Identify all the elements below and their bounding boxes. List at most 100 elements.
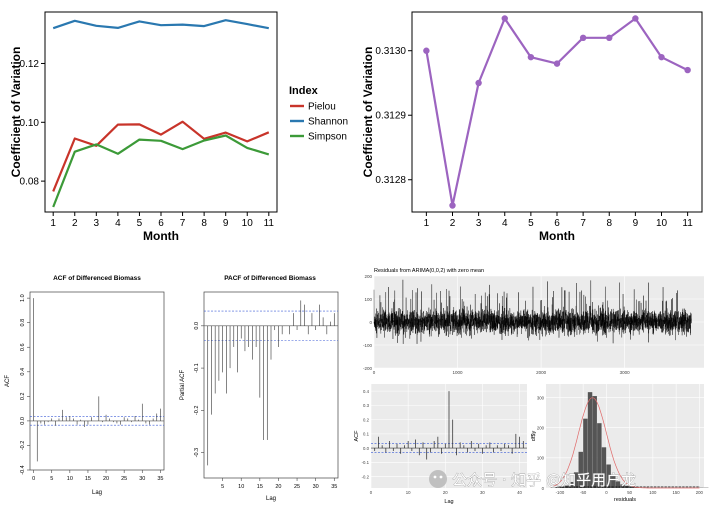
y-tick-label: 1.0: [20, 294, 26, 302]
y-tick-label: -0.4: [20, 465, 26, 474]
y-axis: 0.3128 0.3129 0.3130: [375, 46, 412, 186]
x-tick-label: 11: [682, 218, 693, 229]
x-axis: 1 2 3 4 5 6 7 8 9 10 11: [424, 212, 693, 229]
x-tick-label: 20: [443, 490, 448, 495]
y-axis-title: Partial ACF: [180, 369, 186, 400]
y-axis: 0.08 0.10 0.12: [20, 59, 45, 188]
y-tick-label: 0.12: [20, 59, 40, 70]
x-tick-label: 150: [673, 490, 681, 495]
x-tick-label: 6: [158, 218, 164, 229]
y-axis-title: Coefficient of Variation: [361, 47, 375, 178]
x-tick-label: 3: [476, 218, 482, 229]
x-tick-label: 5: [528, 218, 534, 229]
chart-title: PACF of Differenced Biomass: [224, 275, 316, 282]
y-axis: -200 -100 0 100 200: [363, 274, 373, 371]
y-tick-label: 0.0: [20, 417, 26, 425]
y-tick-label: -0.2: [194, 406, 200, 415]
x-tick-label: 40: [517, 490, 522, 495]
plot-panel-border: [44, 11, 278, 213]
histogram-bar: [611, 475, 616, 488]
x-tick-label: 4: [115, 218, 121, 229]
x-tick-label: 0: [32, 476, 35, 482]
x-axis: 0 10 20 30 40: [370, 490, 523, 495]
x-tick-label: 2: [72, 218, 78, 229]
y-tick-label: 0.3130: [375, 46, 406, 57]
y-tick-label: -0.1: [194, 363, 200, 372]
y-tick-label: 0.3128: [375, 175, 406, 186]
histogram-bar: [601, 447, 607, 488]
histogram-bar: [578, 451, 583, 488]
x-tick-label: 2: [450, 218, 456, 229]
acf-bars: [30, 298, 164, 462]
x-tick-label: 8: [201, 218, 207, 229]
legend-title: Index: [289, 85, 319, 97]
x-axis-title: residuals: [614, 497, 636, 503]
y-tick-label: -0.3: [194, 448, 200, 457]
y-tick-label: 0.3: [363, 403, 370, 408]
x-tick-label: 25: [121, 476, 127, 482]
x-axis: -100 -50 0 50 100 150 200: [556, 490, 704, 495]
x-axis-title: Lag: [92, 490, 102, 496]
x-tick-label: 8: [606, 218, 612, 229]
x-tick-label: 9: [633, 218, 639, 229]
x-tick-label: 11: [264, 218, 275, 229]
series-line: [425, 17, 689, 207]
histogram-bar: [615, 481, 621, 488]
data-point: [684, 66, 691, 74]
x-tick-label: 35: [331, 484, 337, 490]
y-tick-label: 0.3129: [375, 111, 406, 122]
y-tick-label: 0.0: [194, 322, 200, 330]
data-point: [475, 79, 482, 87]
x-tick-label: 1000: [453, 370, 464, 375]
histogram-bar: [569, 481, 574, 488]
y-axis-title: ACF: [5, 375, 11, 387]
y-tick-label: 100: [364, 297, 372, 302]
y-tick-label: 0.2: [363, 417, 370, 422]
x-tick-label: -100: [556, 490, 565, 495]
y-tick-label: 0: [542, 486, 545, 491]
acf-bars: [371, 391, 527, 460]
x-tick-label: 5: [137, 218, 143, 229]
y-tick-label: -200: [363, 366, 373, 371]
x-tick-label: 2000: [536, 370, 547, 375]
x-tick-label: 0: [605, 490, 608, 495]
residual-line: [373, 279, 692, 344]
x-axis-title: Month: [143, 229, 179, 243]
data-point: [527, 53, 535, 61]
density-curve: [550, 397, 700, 489]
series-line-shannon: [52, 19, 270, 30]
histogram-bar: [592, 396, 597, 488]
y-tick-label: 0.8: [20, 319, 26, 327]
x-tick-label: 0: [370, 490, 373, 495]
watermark: 公众号 · 知乎 @知乎用户龙: [429, 470, 636, 489]
histogram-bar: [555, 487, 560, 488]
x-axis: 5 10 15 20 25 30 35: [221, 478, 337, 490]
x-tick-label: -50: [580, 490, 587, 495]
histogram-bar: [606, 464, 611, 488]
histogram-bar: [573, 472, 579, 488]
y-tick-label: 300: [537, 395, 545, 400]
histogram-bars: [550, 392, 709, 488]
x-tick-label: 10: [656, 218, 668, 229]
plot-panel-border: [411, 11, 703, 213]
chart-residual-histogram: 0 100 200 300 -100 -50 0 50 100 150 200 residuals…: [531, 384, 709, 503]
x-axis: 0 5 10 15 20 25 30 35: [32, 470, 163, 482]
x-tick-label: 35: [157, 476, 163, 482]
x-tick-label: 10: [406, 490, 411, 495]
plot-panel-border: [29, 291, 165, 471]
y-axis-title: ACF: [354, 430, 360, 442]
x-tick-label: 50: [627, 490, 632, 495]
wechat-logo-eye-icon: [439, 475, 443, 479]
x-tick-label: 30: [313, 484, 319, 490]
x-tick-label: 30: [139, 476, 145, 482]
x-tick-label: 4: [502, 218, 508, 229]
y-tick-label: 0.08: [20, 177, 40, 188]
x-tick-label: 6: [554, 218, 560, 229]
x-axis-title: Month: [539, 229, 575, 243]
x-tick-label: 15: [257, 484, 263, 490]
data-point: [553, 60, 561, 67]
x-tick-label: 5: [50, 476, 53, 482]
data-point: [501, 15, 508, 22]
plot-panel-background: [546, 384, 704, 488]
series-lines: [52, 19, 270, 208]
